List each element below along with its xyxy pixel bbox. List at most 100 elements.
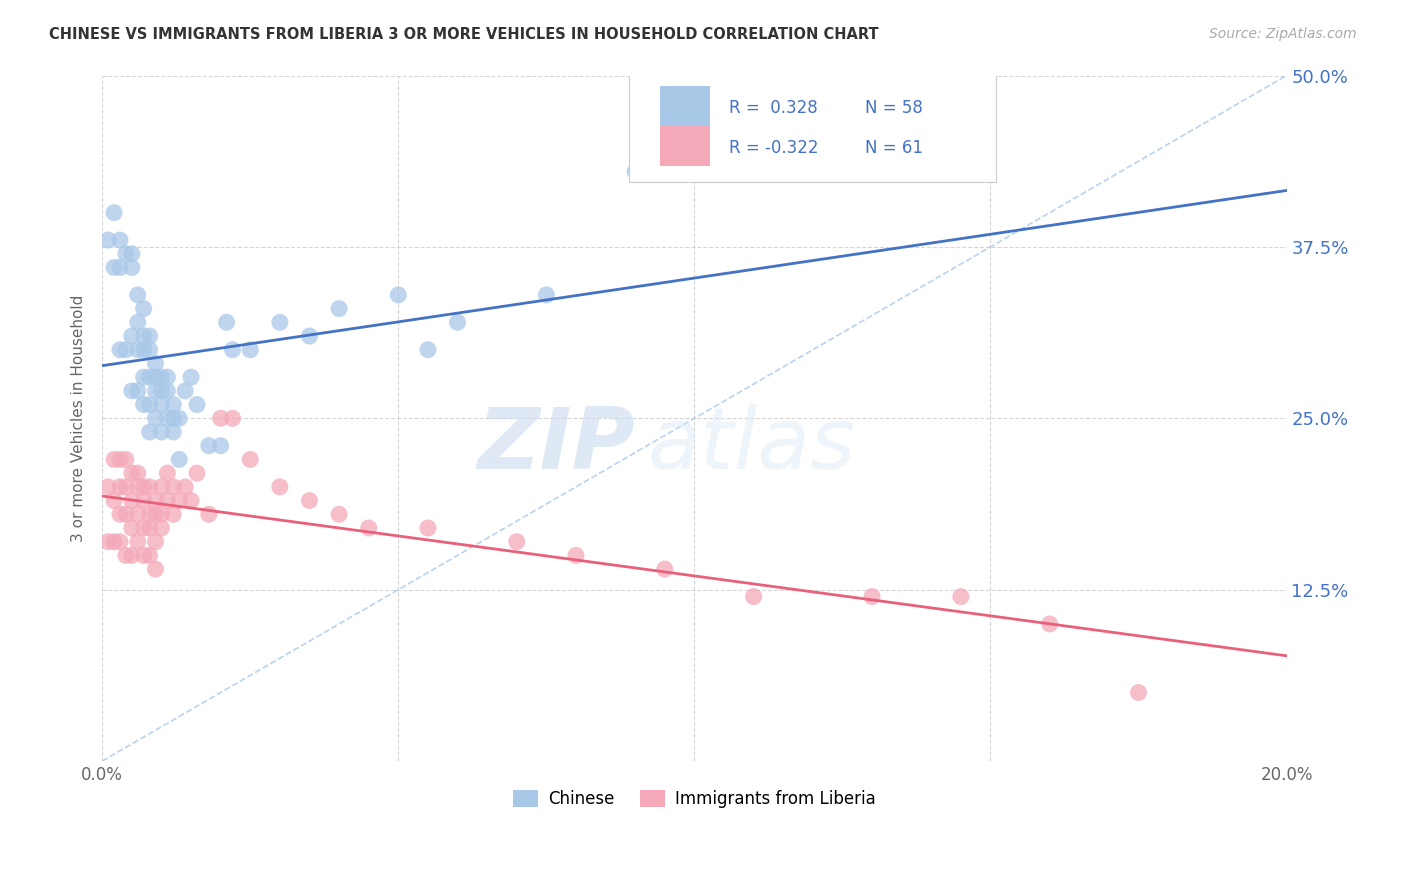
Point xyxy=(138,329,160,343)
Point xyxy=(115,480,138,494)
Point xyxy=(132,521,155,535)
Point xyxy=(127,480,149,494)
Text: atlas: atlas xyxy=(647,404,855,487)
Point xyxy=(156,384,179,398)
Point xyxy=(186,398,208,412)
Point xyxy=(121,329,143,343)
Point xyxy=(138,370,160,384)
Point xyxy=(209,439,232,453)
Point xyxy=(1039,617,1062,632)
Point xyxy=(221,343,243,357)
Point xyxy=(127,534,149,549)
Point xyxy=(127,315,149,329)
Point xyxy=(115,452,138,467)
Point xyxy=(108,452,131,467)
Point xyxy=(103,493,125,508)
Text: N = 58: N = 58 xyxy=(865,99,922,118)
Point xyxy=(156,370,179,384)
Point xyxy=(108,508,131,522)
Point xyxy=(108,343,131,357)
Point xyxy=(108,233,131,247)
Point xyxy=(145,562,167,576)
Point xyxy=(239,343,262,357)
Point xyxy=(138,508,160,522)
Point xyxy=(328,508,350,522)
Point xyxy=(150,425,173,439)
Point xyxy=(239,452,262,467)
Point xyxy=(150,370,173,384)
Text: ZIP: ZIP xyxy=(478,404,636,487)
Point xyxy=(138,425,160,439)
Point xyxy=(180,370,202,384)
Point xyxy=(180,493,202,508)
Point xyxy=(127,288,149,302)
Point xyxy=(156,466,179,480)
Point xyxy=(654,562,676,576)
Point xyxy=(108,260,131,275)
Point xyxy=(174,480,197,494)
Point xyxy=(565,549,588,563)
Point xyxy=(97,480,120,494)
Point xyxy=(298,329,321,343)
Point xyxy=(150,398,173,412)
Point xyxy=(121,493,143,508)
Point xyxy=(97,233,120,247)
Point xyxy=(108,534,131,549)
Point xyxy=(121,521,143,535)
Point xyxy=(150,480,173,494)
Y-axis label: 3 or more Vehicles in Household: 3 or more Vehicles in Household xyxy=(72,294,86,542)
Text: CHINESE VS IMMIGRANTS FROM LIBERIA 3 OR MORE VEHICLES IN HOUSEHOLD CORRELATION C: CHINESE VS IMMIGRANTS FROM LIBERIA 3 OR … xyxy=(49,27,879,42)
Text: R = -0.322: R = -0.322 xyxy=(728,138,818,156)
Point xyxy=(145,356,167,370)
Point xyxy=(121,384,143,398)
Text: Source: ZipAtlas.com: Source: ZipAtlas.com xyxy=(1209,27,1357,41)
Point xyxy=(446,315,468,329)
Point xyxy=(416,521,439,535)
Point xyxy=(167,452,190,467)
Point xyxy=(536,288,558,302)
Point xyxy=(186,466,208,480)
Point xyxy=(162,508,184,522)
Point xyxy=(162,411,184,425)
Point xyxy=(115,508,138,522)
Point xyxy=(174,384,197,398)
Point xyxy=(108,480,131,494)
Point xyxy=(97,534,120,549)
Point xyxy=(742,590,765,604)
Point xyxy=(138,480,160,494)
Point xyxy=(156,493,179,508)
Point xyxy=(132,398,155,412)
Point xyxy=(121,246,143,260)
Point xyxy=(145,493,167,508)
Point xyxy=(162,425,184,439)
Point xyxy=(132,301,155,316)
Point xyxy=(121,466,143,480)
Point xyxy=(162,480,184,494)
Point xyxy=(132,493,155,508)
Point xyxy=(103,260,125,275)
Point xyxy=(198,439,221,453)
Text: N = 61: N = 61 xyxy=(865,138,922,156)
Point xyxy=(506,534,529,549)
Point xyxy=(103,205,125,219)
Point xyxy=(145,370,167,384)
Point xyxy=(328,301,350,316)
Point xyxy=(115,343,138,357)
Point xyxy=(145,534,167,549)
Point xyxy=(138,343,160,357)
Point xyxy=(156,411,179,425)
Point xyxy=(132,480,155,494)
Point xyxy=(115,246,138,260)
Point xyxy=(150,384,173,398)
Point xyxy=(132,370,155,384)
Point xyxy=(115,549,138,563)
Point xyxy=(127,343,149,357)
Point xyxy=(949,590,972,604)
Point xyxy=(860,590,883,604)
Legend: Chinese, Immigrants from Liberia: Chinese, Immigrants from Liberia xyxy=(506,783,882,814)
Point xyxy=(198,508,221,522)
Point xyxy=(162,398,184,412)
FancyBboxPatch shape xyxy=(630,72,997,182)
Point xyxy=(127,466,149,480)
FancyBboxPatch shape xyxy=(659,126,710,166)
